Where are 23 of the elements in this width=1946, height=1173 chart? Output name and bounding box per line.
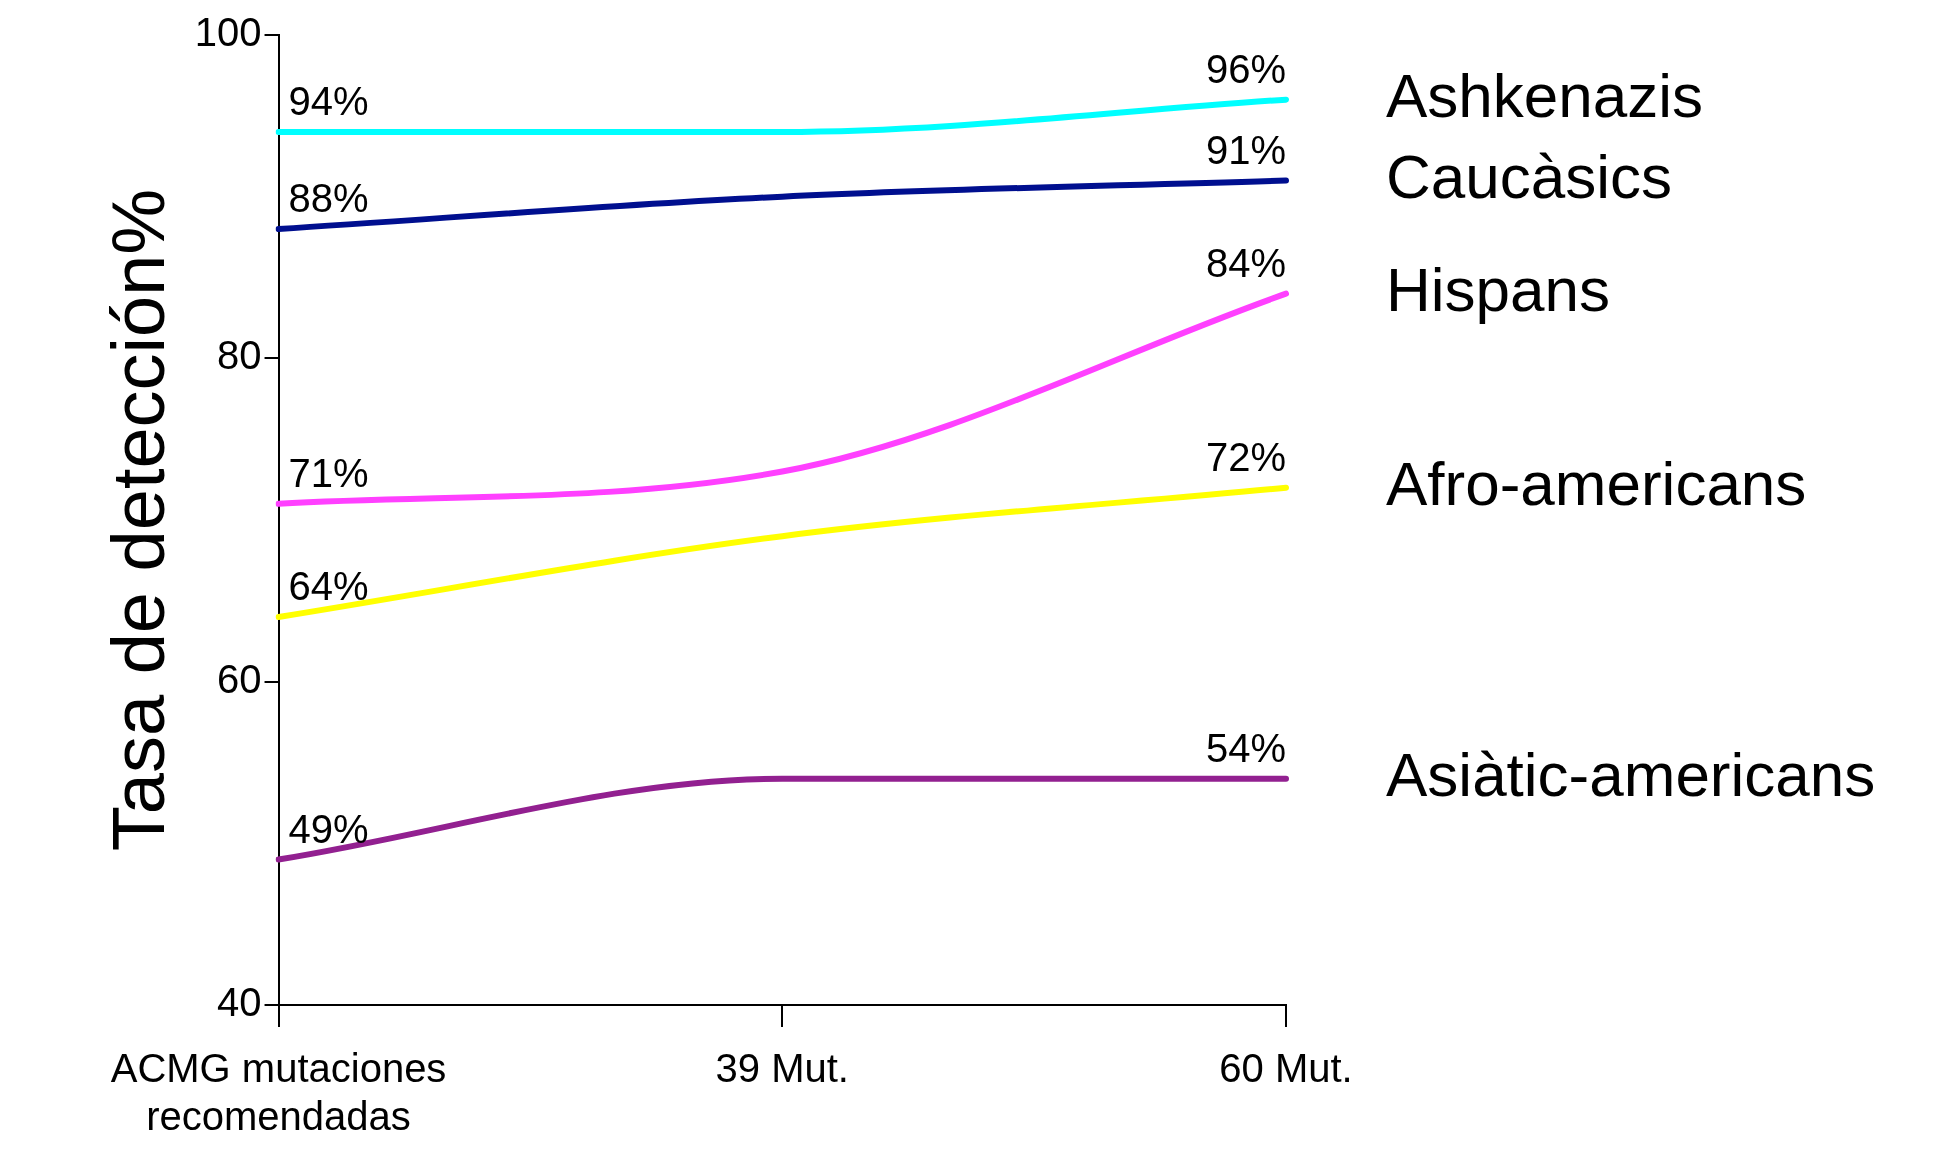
y-tick-label: 40 xyxy=(217,980,262,1025)
data-label: 64% xyxy=(288,564,369,609)
data-label: 71% xyxy=(288,450,369,495)
data-label: 84% xyxy=(1205,240,1286,285)
y-axis-title: Tasa de detección% xyxy=(96,188,180,852)
series-label: Hispans xyxy=(1386,254,1610,324)
x-tick-label: ACMG mutaciones recomendadas xyxy=(110,1046,447,1139)
data-label: 88% xyxy=(288,176,369,221)
data-label: 96% xyxy=(1205,46,1286,91)
y-tick-label: 100 xyxy=(194,10,262,55)
x-tick-label: 60 Mut. xyxy=(1219,1046,1353,1091)
data-label: 54% xyxy=(1205,725,1286,770)
series-label: Ashkenazis xyxy=(1386,60,1704,130)
x-tick-label: 39 Mut. xyxy=(715,1046,849,1091)
y-tick-label: 60 xyxy=(217,656,262,701)
data-label: 91% xyxy=(1205,127,1286,172)
series-label: Asiàtic-americans xyxy=(1386,739,1876,809)
y-tick-label: 80 xyxy=(217,333,262,378)
series-label: Afro-americans xyxy=(1386,448,1807,518)
data-label: 94% xyxy=(288,79,369,124)
series-label: Caucàsics xyxy=(1386,141,1672,211)
data-label: 72% xyxy=(1205,434,1286,479)
data-label: 49% xyxy=(288,806,369,851)
